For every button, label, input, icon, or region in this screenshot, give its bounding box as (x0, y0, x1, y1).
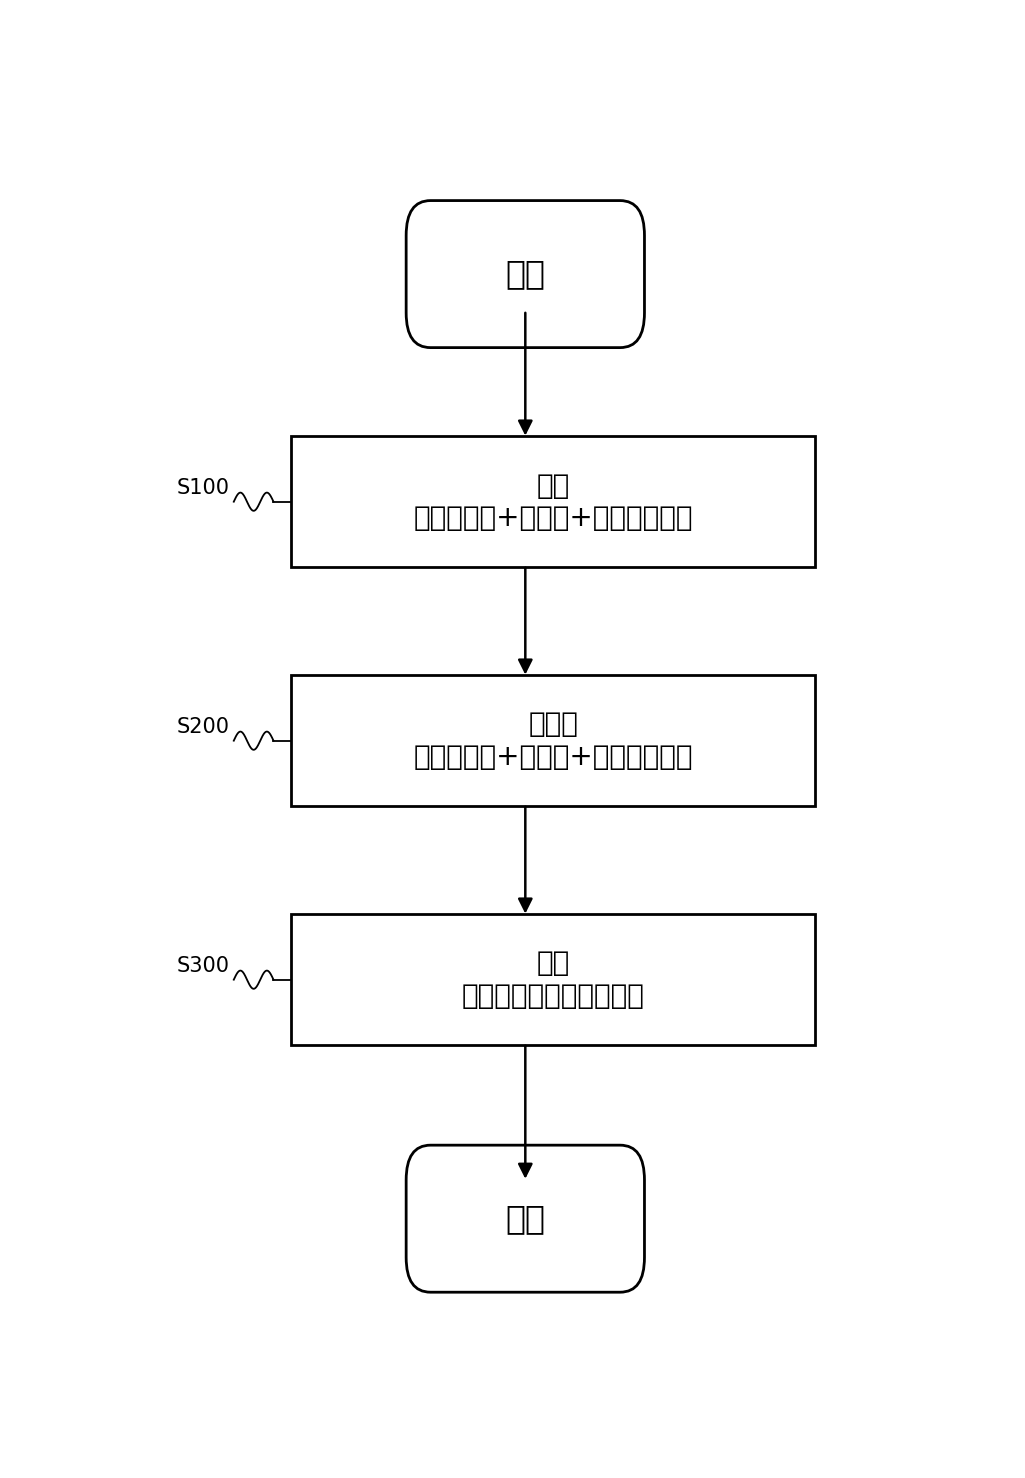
FancyBboxPatch shape (406, 201, 645, 347)
Text: 混合
（天然石墨+碳纤维+非晶质石墨）: 混合 （天然石墨+碳纤维+非晶质石墨） (413, 471, 693, 532)
Bar (291, 915, 815, 1045)
Text: S200: S200 (177, 717, 230, 738)
Text: S300: S300 (177, 956, 230, 975)
Text: S100: S100 (177, 477, 230, 498)
Bar (291, 675, 815, 806)
Bar (291, 436, 815, 568)
FancyBboxPatch shape (406, 1145, 645, 1292)
Text: 热处理
（天然石墨+碳纤维+非晶质石墨）: 热处理 （天然石墨+碳纤维+非晶质石墨） (413, 711, 693, 772)
Text: 混合
（片状或球状天然石墨）: 混合 （片状或球状天然石墨） (461, 949, 645, 1009)
Text: 结束: 结束 (505, 1202, 545, 1236)
Text: 开始: 开始 (505, 257, 545, 291)
